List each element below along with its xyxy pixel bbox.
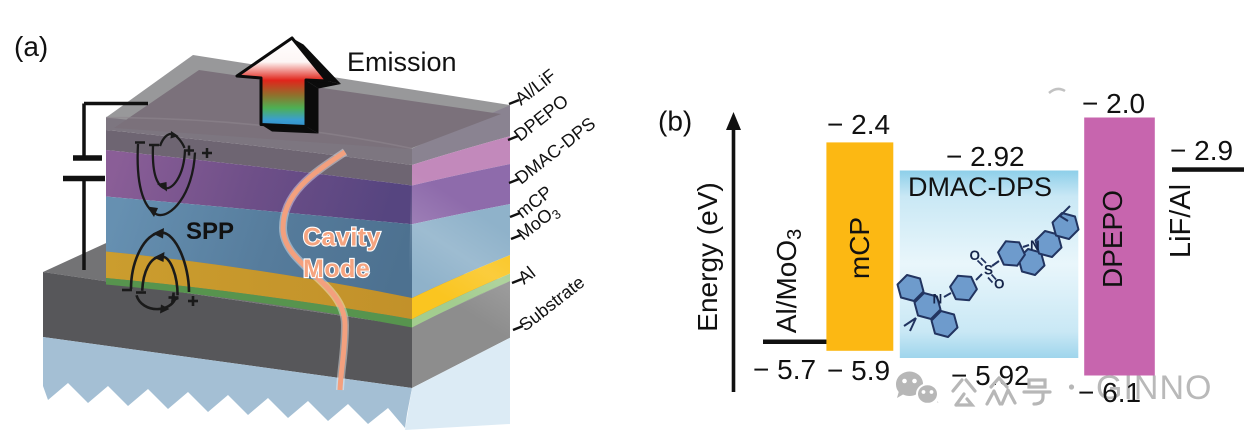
svg-text:DPEPO: DPEPO: [1097, 190, 1128, 288]
svg-text:− 2.9: − 2.9: [1170, 135, 1233, 166]
svg-text:O: O: [970, 248, 981, 263]
svg-text:(b): (b): [658, 106, 692, 137]
svg-text:Cavity: Cavity: [303, 224, 381, 252]
svg-text:− 2.0: − 2.0: [1082, 88, 1145, 119]
svg-text:Energy (eV): Energy (eV): [692, 182, 723, 331]
svg-text:− 2.4: − 2.4: [827, 109, 890, 140]
svg-text:N: N: [933, 292, 943, 307]
svg-text:− 5.9: − 5.9: [827, 355, 890, 386]
svg-text:Al/MoO3: Al/MoO3: [771, 229, 806, 333]
svg-text:DMAC-DPS: DMAC-DPS: [908, 172, 1052, 202]
svg-text:Mode: Mode: [303, 255, 370, 283]
svg-text:O: O: [994, 277, 1005, 292]
svg-text:mCP: mCP: [844, 217, 875, 279]
svg-text:− 6.1: − 6.1: [1078, 377, 1141, 408]
svg-text:GINNO: GINNO: [1096, 369, 1212, 407]
svg-text:− 5.7: − 5.7: [753, 354, 816, 385]
svg-text:S: S: [984, 263, 993, 278]
svg-text:LiF/Al: LiF/Al: [1165, 184, 1197, 258]
svg-text:− 2.92: − 2.92: [946, 141, 1025, 172]
svg-text:(a): (a): [14, 31, 48, 62]
svg-text:SPP: SPP: [186, 218, 234, 245]
svg-text:Emission: Emission: [347, 47, 457, 77]
svg-text:N: N: [1030, 238, 1040, 253]
